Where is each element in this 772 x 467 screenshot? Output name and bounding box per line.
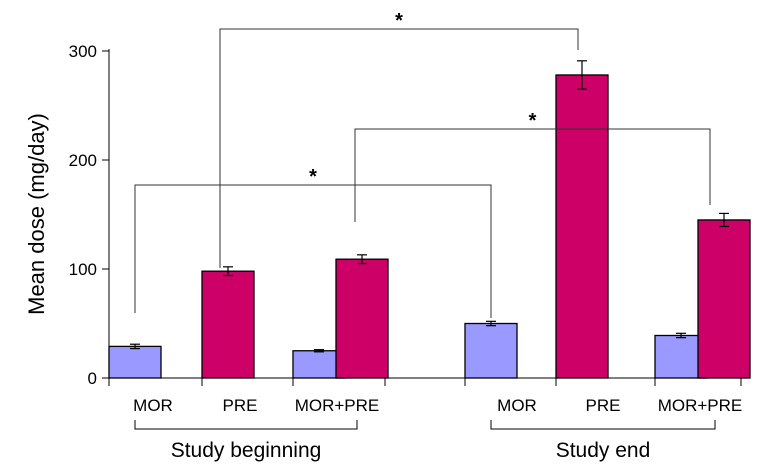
group-label: Study end [556,439,651,462]
y-tick-label: 0 [88,369,97,388]
x-category-label: PRE [586,396,621,415]
significance-star: * [529,110,537,132]
y-tick-label: 100 [69,260,97,279]
chart-bars [108,60,751,379]
x-category-label: MOR [133,396,173,415]
x-category-label: MOR+PRE [658,396,743,415]
bar-pre-beginning-mor-plus-pre [335,258,389,379]
chart-labels: Mean dose (mg/day) MOR PRE MOR+PRE Study beg… [24,113,742,462]
significance-bracket [134,184,492,318]
group-bracket [490,420,716,430]
y-tick-label: 300 [69,42,97,61]
significance-bracket [354,128,711,222]
bar-pre-beginning-pre [201,270,255,379]
x-category-label: PRE [223,396,258,415]
significance-star: * [309,166,317,188]
significance-brackets: * * * [134,10,711,318]
group-label: Study beginning [171,439,322,462]
x-category-label: MOR [497,396,537,415]
bar-mor-beginning-mor [108,345,162,379]
x-category-label: MOR+PRE [295,396,380,415]
bar-mor-end-mor [464,322,518,379]
group-bracket [134,420,358,430]
y-tick-label: 200 [69,151,97,170]
significance-star: * [395,10,403,32]
bar-pre-end-pre [555,74,609,379]
bar-pre-end-mor-plus-pre [697,219,751,379]
y-axis-label: Mean dose (mg/day) [24,113,49,315]
significance-bracket [219,28,579,268]
chart-axes: 0 100 200 300 [69,42,742,388]
